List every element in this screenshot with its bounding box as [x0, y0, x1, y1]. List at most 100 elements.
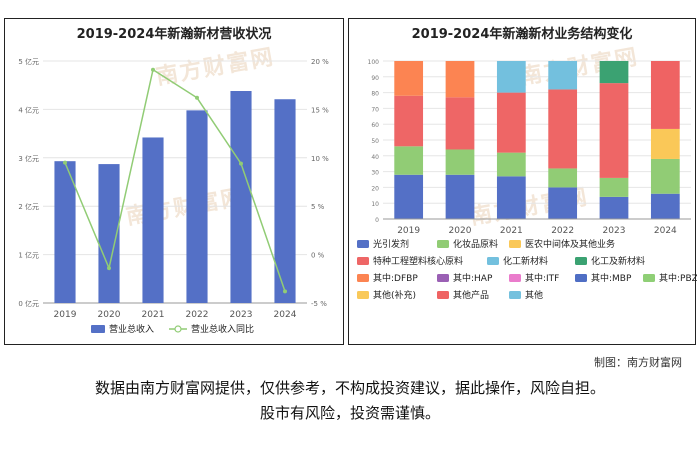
y-left-tick-label: 0 亿元 [18, 299, 39, 308]
legend-swatch [575, 257, 587, 265]
revenue-bar [230, 91, 252, 304]
y-tick-label: 0 [375, 217, 379, 224]
revenue-bar [54, 161, 76, 303]
legend-label: 其中:DFBP [373, 272, 418, 284]
y-tick-label: 80 [371, 91, 379, 98]
revenue-bar [142, 137, 164, 303]
y-tick-label: 100 [368, 59, 380, 66]
segment-特种工程塑料核心原料 [599, 83, 629, 178]
y-right-tick-label: 10 % [311, 155, 329, 163]
legend-label: 特种工程塑料核心原料 [373, 255, 463, 267]
legend-swatch [437, 240, 449, 248]
legend-label: 其中:ITF [525, 272, 559, 284]
segment-特种工程塑料核心原料 [496, 92, 526, 153]
legend-swatch [509, 240, 521, 248]
segment-化妆品原料 [445, 149, 475, 175]
y-left-tick-label: 5 亿元 [18, 57, 39, 66]
x-tick-label: 2024 [654, 226, 677, 236]
segment-其中:DFBP [394, 61, 424, 96]
legend-label: 化工新材料 [503, 255, 548, 267]
x-tick-label: 2021 [500, 226, 523, 236]
y-tick-label: 10 [371, 201, 379, 208]
legend-swatch [487, 257, 499, 265]
segment-化妆品原料 [394, 146, 424, 175]
legend-label: 其中:MBP [591, 272, 632, 284]
legend-swatch-revenue [91, 325, 105, 333]
x-tick-label: 2020 [449, 226, 472, 236]
y-right-tick-label: -5 % [311, 300, 327, 308]
revenue-chart-svg: 0 亿元 1 亿元 2 亿元 3 亿元 4 亿元 5 亿元 -5 % 0 % 5 % 10 % 15… [18, 57, 329, 335]
legend-label: 化妆品原料 [453, 238, 498, 250]
legend-label: 光引发剂 [373, 238, 409, 250]
segment-化工新材料 [496, 61, 526, 93]
y-right-tick-label: 20 % [311, 58, 329, 66]
legend-swatch [357, 257, 369, 265]
legend-label-revenue: 营业总收入 [109, 323, 154, 335]
y-left-tick-label: 3 亿元 [18, 154, 39, 163]
yoy-growth-point [63, 160, 67, 165]
segment-光引发剂 [599, 196, 629, 219]
y-tick-label: 30 [371, 170, 379, 177]
legend-swatch [509, 274, 521, 282]
segment-特种工程塑料核心原料 [445, 97, 475, 150]
segment-化妆品原料 [599, 177, 629, 197]
segment-其他产品 [650, 61, 680, 129]
legend-label: 其他 [525, 289, 543, 301]
segment-化妆品原料 [650, 158, 680, 194]
y-tick-label: 60 [371, 122, 379, 129]
disclaimer-line-2: 股市有风险，投资需谨慎。 [259, 404, 440, 422]
segment-医农中间体及其他业务 [650, 128, 680, 159]
segment-特种工程塑料核心原料 [548, 89, 578, 169]
x-tick-label: 2022 [186, 310, 209, 320]
legend-swatch [437, 291, 449, 299]
legend-label: 其他产品 [453, 289, 489, 301]
yoy-growth-line [64, 68, 286, 292]
yoy-growth-point [239, 161, 243, 166]
y-tick-label: 20 [371, 185, 379, 192]
legend-label: 化工及新材料 [591, 255, 645, 267]
y-left-tick-label: 4 亿元 [18, 105, 39, 114]
segment-特种工程塑料核心原料 [394, 95, 424, 147]
y-tick-label: 70 [371, 106, 379, 113]
legend-label: 其他(补充) [373, 289, 416, 301]
x-tick-label: 2019 [397, 226, 420, 236]
segment-光引发剂 [496, 176, 526, 219]
x-tick-label: 2021 [142, 310, 165, 320]
y-right-tick-label: 0 % [311, 252, 325, 260]
x-tick-label: 2020 [98, 310, 121, 320]
legend-marker-yoy [174, 325, 182, 333]
revenue-bar [186, 110, 208, 303]
yoy-growth-point [151, 67, 155, 72]
x-tick-label: 2022 [551, 226, 574, 236]
legend-swatch [509, 291, 521, 299]
y-tick-label: 40 [371, 154, 379, 161]
y-left-tick-label: 1 亿元 [18, 251, 39, 260]
y-right-tick-label: 15 % [311, 106, 329, 114]
yoy-growth-point [107, 266, 111, 271]
segment-化工新材料 [548, 61, 578, 90]
revenue-bar [98, 164, 120, 303]
legend-swatch [437, 274, 449, 282]
chart-credit: 制图：南方财富网 [594, 356, 682, 369]
segment-化妆品原料 [548, 168, 578, 188]
y-right-tick-label: 5 % [311, 203, 325, 211]
x-tick-label: 2023 [603, 226, 626, 236]
disclaimer-line-1: 数据由南方财富网提供，仅供参考，不构成投资建议，据此操作，风险自担。 [94, 379, 605, 397]
segment-光引发剂 [548, 187, 578, 219]
business-structure-chart-svg: 0 10 20 30 40 50 60 70 80 90 100 2019 2020 2021 2022 20… [357, 59, 697, 301]
x-tick-label: 2023 [230, 310, 253, 320]
legend-label: 医农中间体及其他业务 [525, 238, 615, 250]
x-tick-label: 2024 [274, 310, 297, 320]
segment-光引发剂 [394, 174, 424, 219]
segment-其中:DFBP [445, 61, 475, 98]
yoy-growth-point [195, 95, 199, 100]
revenue-chart-panel: 南方财富网 南方财富网 2019-2024年新瀚新材营收状况 0 亿元 1 亿元 2… [4, 18, 344, 345]
segment-化妆品原料 [496, 152, 526, 177]
y-left-tick-label: 2 亿元 [18, 202, 39, 211]
revenue-bar [274, 99, 296, 304]
x-tick-label: 2019 [54, 310, 77, 320]
business-structure-chart-panel: 南方财富网 南方财富网 2019-2024年新瀚新材业务结构变化 0 10 20 30… [348, 18, 697, 345]
y-tick-label: 90 [371, 75, 379, 82]
legend-swatch [357, 274, 369, 282]
yoy-growth-point [283, 289, 287, 294]
